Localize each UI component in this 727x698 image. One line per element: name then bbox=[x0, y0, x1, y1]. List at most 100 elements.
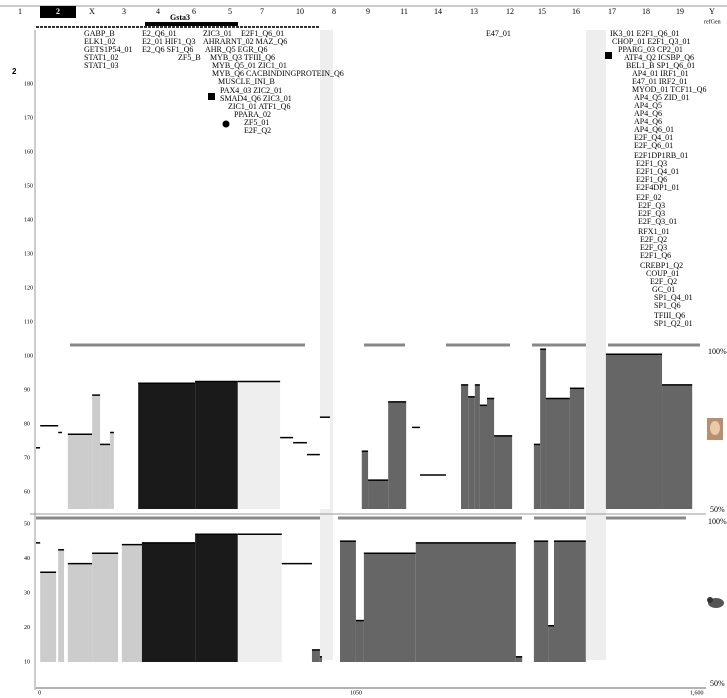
tfbs-label: E2F1_Q6 bbox=[640, 251, 671, 260]
alignment-block bbox=[338, 517, 522, 520]
tfbs-label: E2F_Q2 bbox=[244, 126, 271, 135]
conservation-bar bbox=[68, 434, 92, 509]
ruler-label: 18 bbox=[642, 7, 650, 16]
conservation-bar bbox=[280, 438, 293, 509]
scale-bottom-label: 50% bbox=[710, 679, 725, 688]
site-marker bbox=[208, 93, 215, 100]
ruler-label: 1 bbox=[18, 7, 22, 16]
y-tick-label: 150 bbox=[24, 183, 33, 189]
conservation-bar bbox=[480, 405, 487, 509]
conservation-bar bbox=[58, 550, 64, 662]
y-tick-label: 40 bbox=[24, 556, 30, 562]
y-tick-label: 70 bbox=[24, 455, 30, 461]
y-tick-label: 30 bbox=[24, 590, 30, 596]
conservation-bar bbox=[534, 541, 548, 662]
tfbs-label: SP1_Q6 bbox=[654, 301, 681, 310]
bottom-ruler-label: 0 bbox=[38, 690, 41, 696]
ruler-label: 16 bbox=[572, 7, 580, 16]
tfbs-label: E2F_Q6_01 bbox=[634, 141, 673, 150]
human-icon bbox=[707, 418, 723, 440]
ruler-label: 17 bbox=[608, 7, 616, 16]
conservation-bar bbox=[122, 545, 142, 662]
panel-label: 2 bbox=[12, 67, 17, 76]
ruler-label: Y bbox=[709, 7, 715, 16]
y-tick-label: 130 bbox=[24, 251, 33, 257]
y-tick-label: 90 bbox=[24, 387, 30, 393]
ruler-label: 9 bbox=[366, 7, 370, 16]
gene-exon bbox=[145, 22, 238, 26]
conservation-bar bbox=[195, 382, 238, 510]
conservation-bar bbox=[238, 534, 282, 662]
alignment-block bbox=[608, 344, 700, 347]
ruler-label: 7 bbox=[260, 7, 264, 16]
y-tick-label: 20 bbox=[24, 625, 30, 631]
alignment-block bbox=[70, 344, 305, 347]
alignment-block bbox=[534, 517, 586, 520]
gap-band bbox=[320, 30, 333, 660]
conservation-bar bbox=[368, 480, 388, 509]
conservation-bar bbox=[516, 657, 522, 662]
tfbs-label: ZF5_B bbox=[178, 53, 201, 62]
y-tick-label: 50 bbox=[24, 521, 30, 527]
conservation-bar bbox=[416, 543, 516, 662]
site-marker bbox=[223, 121, 230, 128]
conservation-bar bbox=[540, 349, 546, 509]
conservation-bar bbox=[92, 553, 118, 662]
conservation-bar bbox=[138, 383, 195, 509]
conservation-bar bbox=[475, 385, 480, 509]
ruler-label: 19 bbox=[676, 7, 684, 16]
conservation-bar bbox=[546, 399, 570, 510]
ruler-label: 10 bbox=[296, 7, 304, 16]
alignment-block bbox=[36, 517, 320, 520]
ruler-label: 3 bbox=[122, 7, 126, 16]
y-tick-label: 140 bbox=[24, 217, 33, 223]
conservation-bar bbox=[110, 433, 114, 510]
conservation-bar bbox=[307, 455, 320, 509]
conservation-bar bbox=[388, 402, 406, 509]
ruler-label: 2 bbox=[56, 7, 60, 16]
conservation-bar bbox=[92, 395, 100, 509]
y-tick-label: 60 bbox=[24, 489, 30, 495]
scale-top-label: 100% bbox=[708, 517, 727, 526]
conservation-bar bbox=[420, 475, 446, 509]
conservation-bar bbox=[340, 541, 356, 662]
scale-bottom-label: 50% bbox=[710, 505, 725, 514]
gene-label: Gsta3 bbox=[170, 13, 190, 22]
conservation-bar bbox=[570, 388, 584, 509]
bottom-ruler-label: 1,600 bbox=[690, 690, 704, 696]
ruler-label: 8 bbox=[332, 7, 336, 16]
y-tick-label: 180 bbox=[24, 81, 33, 87]
conservation-bar bbox=[548, 626, 554, 662]
tfbs-label: MUSCLE_INI_B bbox=[218, 77, 275, 86]
site-marker bbox=[605, 52, 612, 59]
ruler-label: 4 bbox=[156, 7, 160, 16]
ruler-label: 13 bbox=[470, 7, 478, 16]
gap-band bbox=[586, 30, 606, 660]
tfbs-label: E2F4DP1_01 bbox=[636, 183, 680, 192]
ruler-note: refGen bbox=[704, 18, 721, 25]
conservation-bar bbox=[554, 541, 586, 662]
ruler-label: X bbox=[89, 7, 95, 16]
alignment-block bbox=[532, 344, 586, 347]
conservation-bar bbox=[312, 650, 320, 662]
y-tick-label: 10 bbox=[24, 659, 30, 665]
conservation-bar bbox=[412, 427, 420, 509]
conservation-bar bbox=[320, 657, 322, 662]
conservation-bar bbox=[487, 399, 494, 510]
conservation-bar bbox=[40, 572, 56, 662]
tfbs-label: SP1_Q2_01 bbox=[654, 319, 693, 328]
alignment-block bbox=[606, 517, 686, 520]
y-tick-label: 110 bbox=[24, 319, 33, 325]
tfbs-label: STAT1_03 bbox=[84, 61, 118, 70]
conservation-bar bbox=[356, 621, 364, 662]
conservation-bar bbox=[58, 433, 62, 510]
ruler-label: 11 bbox=[400, 7, 408, 16]
genome-browser: Gsta3 refGen 2 12X3465710891114131215161… bbox=[0, 0, 727, 698]
ruler-label: 12 bbox=[506, 7, 514, 16]
ruler-label: 15 bbox=[538, 7, 546, 16]
scale-top-label: 100% bbox=[708, 347, 727, 356]
conservation-bar bbox=[362, 451, 368, 509]
tfbs-label: E47_01 bbox=[486, 29, 511, 38]
y-tick-label: 120 bbox=[24, 285, 33, 291]
ruler-label: 5 bbox=[228, 7, 232, 16]
